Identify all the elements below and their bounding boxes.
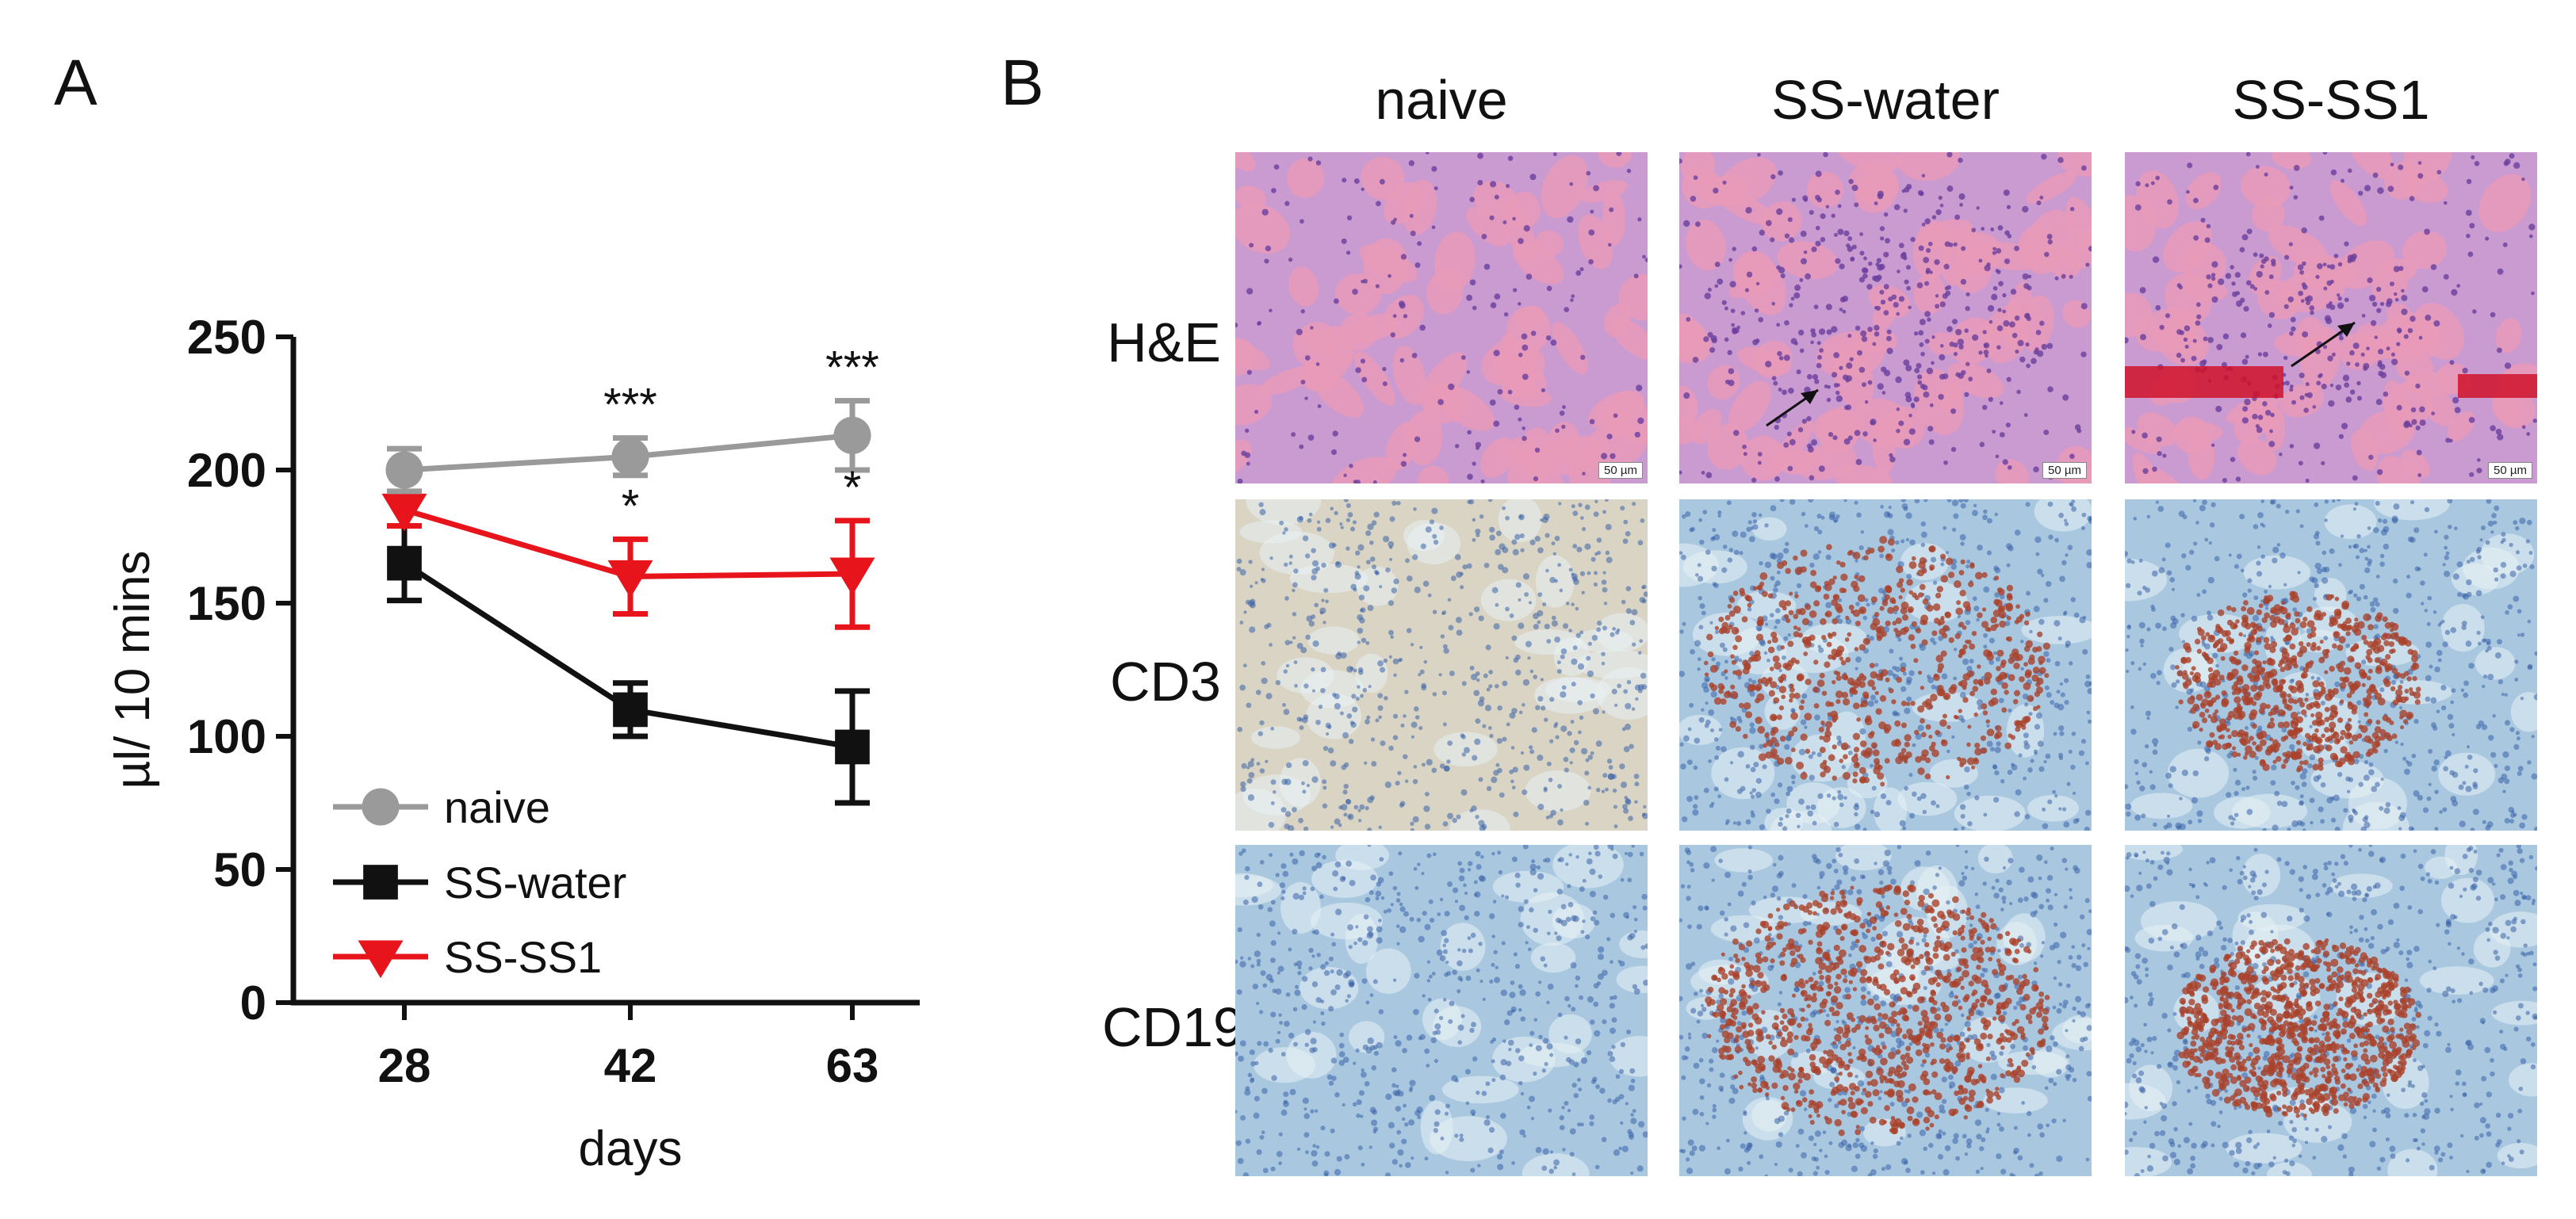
significance-marker: *** [825, 342, 879, 394]
legend-label: SS-SS1 [444, 932, 602, 982]
micrograph-cd3-ss-water [1679, 499, 2092, 831]
scale-bar-label: 50 µm [2488, 462, 2532, 479]
panel-label-b: B [1001, 47, 1044, 119]
y-axis-title: µl/ 10 mins [105, 550, 160, 789]
x-tick-label: 28 [378, 1039, 431, 1092]
series-ss-ss1 [381, 491, 875, 630]
y-tick-label: 200 [187, 444, 266, 497]
data-point [387, 545, 422, 581]
micrograph-he-ss-ss1: 50 µm [2125, 152, 2537, 483]
data-point [833, 416, 871, 454]
x-tick-label: 42 [604, 1039, 657, 1092]
series-ss-water [387, 523, 870, 806]
significance-marker: * [622, 480, 640, 532]
data-point [607, 560, 653, 598]
data-point [611, 438, 649, 476]
legend-marker [358, 940, 404, 979]
y-tick-label: 250 [187, 311, 266, 364]
data-point [613, 692, 648, 728]
row-label-cd3: CD3 [1109, 651, 1221, 713]
legend-label: naive [444, 782, 550, 832]
micrograph-he-naive: 50 µm [1235, 152, 1648, 483]
data-point [835, 729, 870, 765]
y-tick-label: 100 [187, 710, 266, 763]
data-point [385, 451, 423, 489]
micrograph-cd19-naive [1235, 845, 1648, 1176]
scale-bar-label: 50 µm [2042, 462, 2087, 479]
row-label-cd19: CD19 [1102, 996, 1244, 1058]
legend-marker [362, 788, 400, 826]
micrograph-cd19-ss-ss1 [2125, 845, 2537, 1176]
x-axis-title: days [579, 1122, 683, 1176]
y-tick-label: 50 [213, 843, 266, 896]
legend-item: SS-SS1 [333, 932, 602, 982]
significance-marker: *** [603, 380, 657, 431]
data-point [381, 493, 427, 532]
data-point [829, 557, 875, 596]
panel-label-a: A [54, 47, 98, 119]
y-tick-label: 0 [240, 976, 266, 1030]
micrograph-he-ss-water: 50 µm [1679, 152, 2092, 483]
legend-item: SS-water [333, 858, 626, 908]
x-tick-label: 63 [826, 1039, 879, 1092]
row-label-he: H&E [1107, 311, 1221, 373]
micrograph-cd3-ss-ss1 [2125, 499, 2537, 831]
legend-item: naive [333, 782, 550, 832]
series-naive [385, 398, 871, 495]
y-tick-label: 150 [187, 577, 266, 630]
legend-marker [363, 865, 398, 900]
scale-bar-label: 50 µm [1598, 462, 1643, 479]
column-header-naive: naive [1375, 69, 1508, 131]
micrograph-cd3-naive [1235, 499, 1648, 831]
column-header-ss-water: SS-water [1771, 69, 2000, 131]
significance-marker: * [844, 462, 862, 514]
column-header-ss-ss1: SS-SS1 [2232, 69, 2430, 131]
legend-label: SS-water [444, 858, 626, 908]
micrograph-cd19-ss-water [1679, 845, 2092, 1176]
